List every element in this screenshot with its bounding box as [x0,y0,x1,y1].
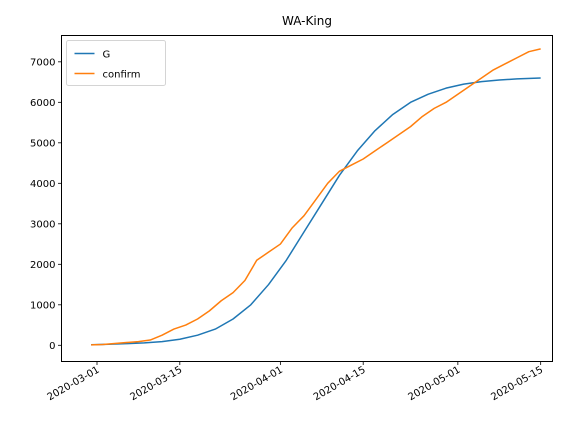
y-tick-label: 7000 [30,57,55,68]
plot-area [61,35,553,362]
y-axis: 0 1000 2000 3000 4000 5000 6000 7000 [30,57,62,352]
y-tick-label: 3000 [30,219,55,230]
y-tick-label: 2000 [30,260,55,271]
x-tick-label: 2020-05-15 [489,365,545,404]
y-tick-label: 0 [49,341,55,352]
series-line-confirm [91,48,541,346]
x-tick-label: 2020-05-01 [407,365,463,404]
legend-label-confirm: confirm [103,70,141,81]
y-tick-label: 4000 [30,179,55,190]
x-axis: 2020-03-01 2020-03-15 2020-04-01 2020-04-15… [46,361,545,404]
y-tick-label: 5000 [30,138,55,149]
x-tick-label: 2020-04-15 [312,365,368,404]
y-tick-label: 6000 [30,98,55,109]
plot-frame [61,35,553,362]
series-line-G [91,77,541,346]
series-layer [91,48,541,346]
y-tick-label: 1000 [30,300,55,311]
legend-label-G: G [103,50,111,61]
x-tick-label: 2020-04-01 [229,365,285,404]
x-tick-label: 2020-03-01 [46,365,102,404]
chart-title: WA-King [282,14,332,28]
x-tick-label: 2020-03-15 [128,365,184,404]
